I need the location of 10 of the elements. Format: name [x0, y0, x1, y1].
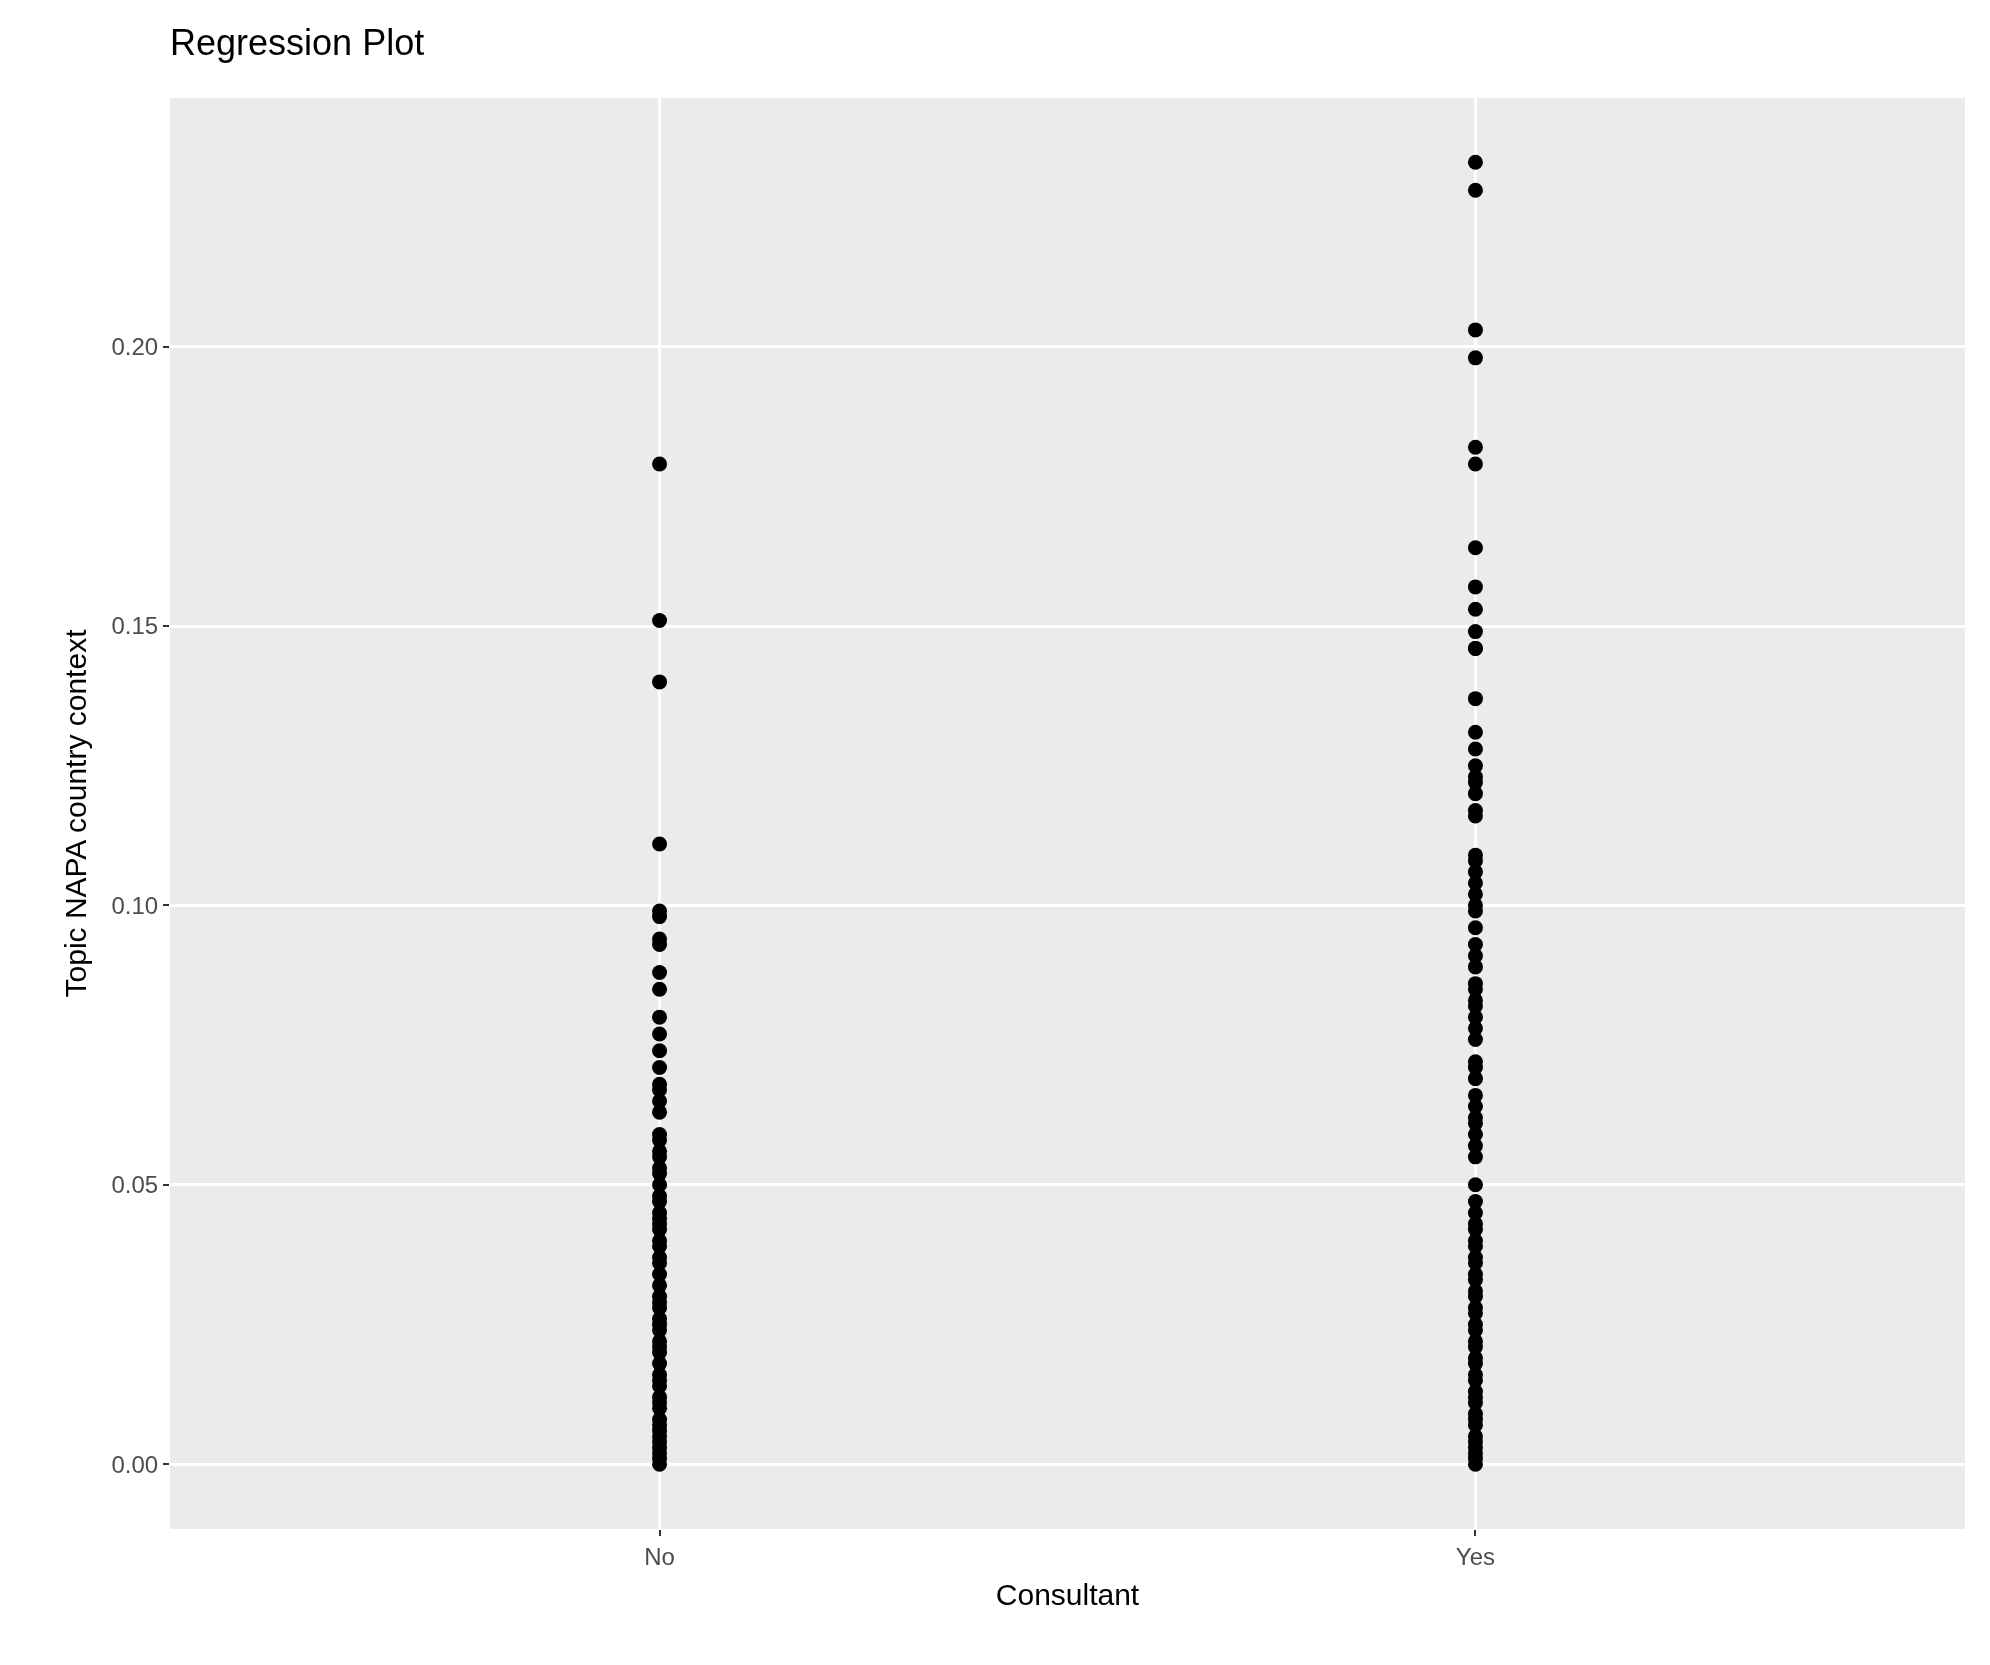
- x-tick-label: No: [644, 1542, 675, 1570]
- y-tick-label: 0.05: [111, 1171, 159, 1199]
- y-tick-label: 0.15: [111, 612, 159, 640]
- y-axis-title: Topic NAPA country context: [59, 628, 93, 998]
- y-tick-label: 0.20: [111, 333, 159, 361]
- x-tick-label: Yes: [1455, 1542, 1496, 1570]
- y-tick-label: 0.00: [111, 1450, 159, 1478]
- y-tick-label: 0.10: [111, 891, 159, 919]
- x-axis-title: Consultant: [995, 1578, 1140, 1612]
- chart-title: Regression Plot: [170, 22, 425, 64]
